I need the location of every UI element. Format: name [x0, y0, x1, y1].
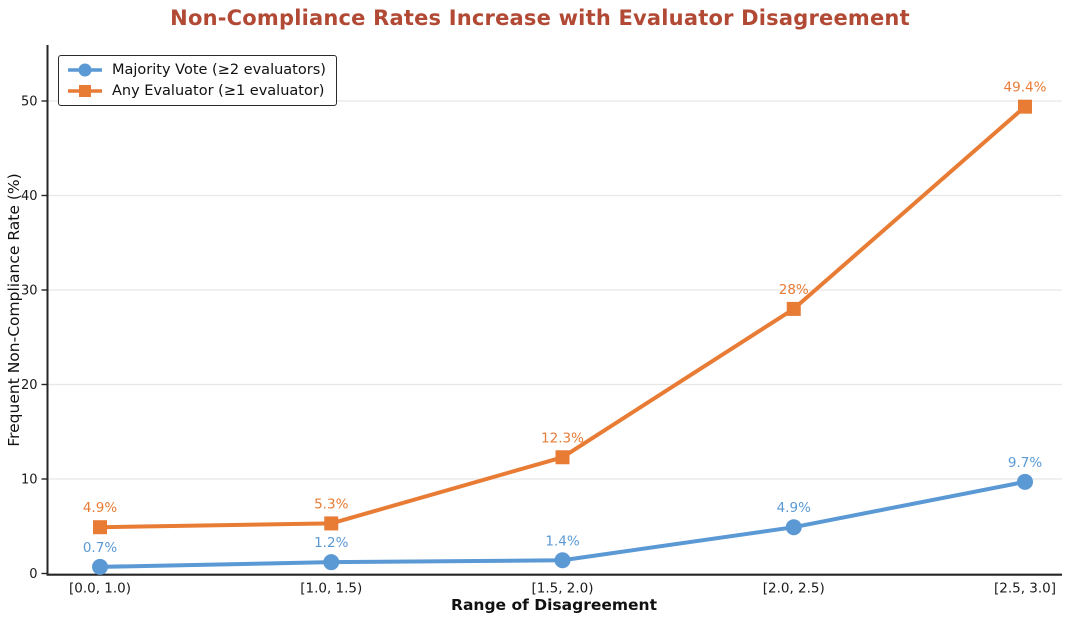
data-point-label: 1.4%: [545, 533, 579, 549]
data-point-label: 12.3%: [541, 430, 584, 446]
data-point-circle: [92, 558, 108, 575]
data-point-square: [324, 516, 339, 531]
data-point-circle: [554, 552, 571, 569]
data-point-label: 28%: [779, 282, 809, 298]
legend-label-any-evaluator: Any Evaluator (≥1 evaluator): [112, 83, 325, 99]
y-tick-label: 30: [21, 284, 38, 299]
data-point-label: 49.4%: [1004, 80, 1047, 96]
legend-square-marker-icon: [67, 82, 103, 100]
data-point-circle: [1017, 473, 1033, 490]
legend-label-majority-vote: Majority Vote (≥2 evaluators): [112, 62, 326, 78]
y-tick-label: 20: [21, 378, 38, 393]
data-point-label: 0.7%: [83, 540, 117, 556]
y-tick-label: 10: [21, 473, 38, 488]
y-tick-label: 50: [21, 95, 38, 110]
legend-item-majority-vote: Majority Vote (≥2 evaluators): [67, 61, 326, 79]
data-point-square: [555, 450, 570, 465]
data-point-label: 5.3%: [314, 496, 348, 512]
x-tick-label: [2.0, 2.5): [763, 581, 825, 597]
x-tick-label: [0.0, 1.0): [69, 581, 131, 597]
y-tick-label: 0: [29, 567, 37, 582]
x-tick-label: [1.5, 2.0): [531, 581, 593, 597]
legend: Majority Vote (≥2 evaluators) Any Evalua…: [58, 55, 337, 106]
data-point-label: 4.9%: [83, 500, 117, 516]
data-point-label: 4.9%: [777, 500, 811, 516]
legend-circle-marker-icon: [67, 61, 103, 79]
data-point-label: 1.2%: [314, 535, 348, 551]
data-point-label: 9.7%: [1008, 455, 1042, 471]
data-point-square: [786, 301, 801, 316]
chart-title: Non-Compliance Rates Increase with Evalu…: [170, 6, 910, 30]
data-point-square: [1018, 99, 1032, 114]
data-point-square: [93, 520, 107, 535]
x-tick-label: [1.0, 1.5): [300, 581, 362, 597]
x-axis-label: Range of Disagreement: [451, 596, 657, 614]
legend-item-any-evaluator: Any Evaluator (≥1 evaluator): [67, 82, 326, 100]
y-tick-label: 40: [21, 189, 38, 204]
x-tick-label: [2.5, 3.0]: [994, 581, 1056, 597]
data-point-circle: [323, 554, 340, 571]
data-point-circle: [785, 519, 802, 536]
